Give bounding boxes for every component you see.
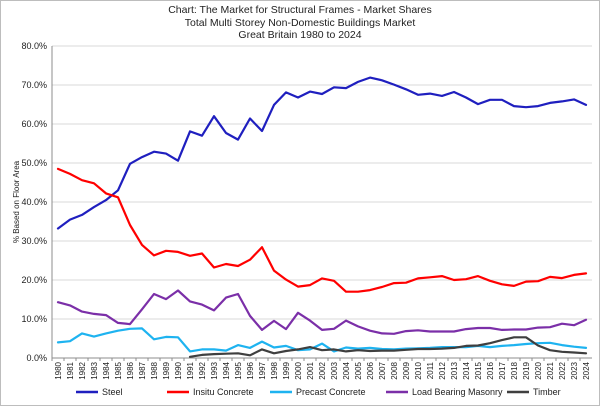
x-tick-label: 1980 <box>54 361 63 379</box>
x-tick-label: 1986 <box>126 361 135 379</box>
chart-title: Chart: The Market for Structural Frames … <box>168 4 432 16</box>
x-axis-ticks: 1980 1981 1982 1983 1984 1985 1986 1987 1988 1989… <box>51 358 591 380</box>
x-tick-label: 1982 <box>78 361 87 379</box>
x-tick-label: 2007 <box>378 361 387 379</box>
x-tick-label: 2006 <box>366 361 375 379</box>
x-tick-label: 2003 <box>330 361 339 379</box>
legend: Steel Insitu Concrete Precast Concrete Load… <box>76 387 561 397</box>
x-tick-label: 2012 <box>438 361 447 379</box>
x-tick-label: 1981 <box>66 361 75 379</box>
series-line-timber <box>188 336 588 358</box>
x-tick-label: 2005 <box>354 361 363 379</box>
x-tick-label: 2004 <box>342 361 351 379</box>
x-tick-label: 2008 <box>390 361 399 379</box>
x-tick-label: 2018 <box>510 361 519 379</box>
y-tick-label: 80.0% <box>21 41 47 51</box>
x-tick-label: 2016 <box>486 361 495 379</box>
y-tick-label: 0.0% <box>26 353 47 363</box>
chart-titles: Chart: The Market for Structural Frames … <box>0 4 600 42</box>
x-tick-label: 1994 <box>222 361 231 379</box>
x-tick-label: 1998 <box>270 361 279 379</box>
x-tick-label: 2001 <box>306 361 315 379</box>
x-tick-label: 1991 <box>186 361 195 379</box>
x-tick-label: 2009 <box>402 361 411 379</box>
legend-label-load-bearing-masonry: Load Bearing Masonry <box>412 387 503 397</box>
y-tick-label: 30.0% <box>21 236 47 246</box>
x-tick-label: 2002 <box>318 361 327 379</box>
x-tick-label: 2024 <box>582 361 591 379</box>
y-tick-label: 40.0% <box>21 197 47 207</box>
x-tick-label: 1988 <box>150 361 159 379</box>
x-tick-label: 2020 <box>534 361 543 379</box>
x-tick-label: 2015 <box>474 361 483 379</box>
x-tick-label: 2023 <box>570 361 579 379</box>
x-tick-label: 1983 <box>90 361 99 379</box>
x-tick-label: 2000 <box>294 361 303 379</box>
legend-label-insitu-concrete: Insitu Concrete <box>193 387 254 397</box>
y-tick-label: 20.0% <box>21 275 47 285</box>
x-tick-label: 1997 <box>258 361 267 379</box>
x-tick-label: 1992 <box>198 361 207 379</box>
x-tick-label: 1987 <box>138 361 147 379</box>
x-tick-label: 1984 <box>102 361 111 379</box>
x-tick-label: 2022 <box>558 361 567 379</box>
x-tick-label: 2013 <box>450 361 459 379</box>
x-tick-label: 2019 <box>522 361 531 379</box>
y-tick-label: 10.0% <box>21 314 47 324</box>
x-tick-label: 2014 <box>462 361 471 379</box>
series-line-insitu-concrete <box>56 167 588 293</box>
series-line-precast-concrete <box>56 327 588 353</box>
x-tick-label: 2017 <box>498 361 507 379</box>
x-tick-label: 1993 <box>210 361 219 379</box>
x-tick-label: 1985 <box>114 361 123 379</box>
y-tick-label: 60.0% <box>21 119 47 129</box>
chart-subtitle-2: Great Britain 1980 to 2024 <box>238 29 362 41</box>
y-tick-label: 50.0% <box>21 158 47 168</box>
x-tick-label: 1990 <box>174 361 183 379</box>
x-tick-label: 1996 <box>246 361 255 379</box>
y-axis-label: % Based on Floor Area <box>12 160 21 243</box>
legend-label-timber: Timber <box>533 387 561 397</box>
x-tick-label: 2010 <box>414 361 423 379</box>
axes <box>51 46 592 359</box>
chart-subtitle: Total Multi Storey Non-Domestic Building… <box>184 16 416 29</box>
x-tick-label: 1995 <box>234 361 243 379</box>
x-tick-label: 2011 <box>426 361 435 379</box>
x-tick-label: 2021 <box>546 361 555 379</box>
y-tick-label: 70.0% <box>21 80 47 90</box>
x-tick-label: 1989 <box>162 361 171 379</box>
series-lines <box>56 76 588 358</box>
y-axis-ticks: 0.0% 10.0% 20.0% 30.0% 40.0% 50.0% 60.0% 70.0% 8… <box>21 41 47 363</box>
legend-label-steel: Steel <box>102 387 123 397</box>
series-line-steel <box>56 76 588 230</box>
series-line-load-bearing-masonry <box>56 289 588 335</box>
legend-label-precast-concrete: Precast Concrete <box>296 387 366 397</box>
x-tick-label: 1999 <box>282 361 291 379</box>
